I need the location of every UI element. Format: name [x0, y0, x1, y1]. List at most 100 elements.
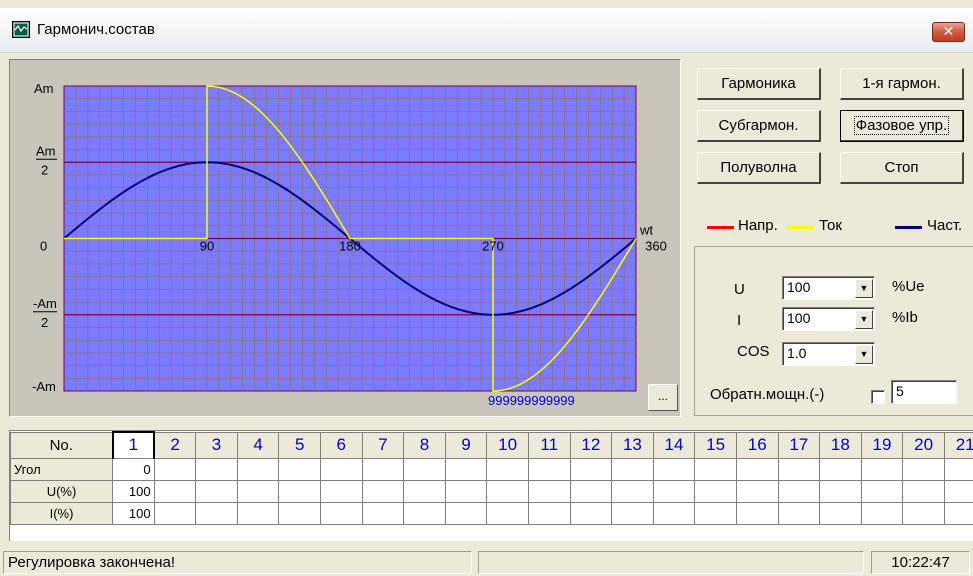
harmonic-column-header[interactable]: 1 [111, 431, 156, 459]
harmonic-column-header[interactable]: 18 [819, 431, 862, 459]
grid-cell[interactable] [195, 457, 238, 481]
grid-cell[interactable] [195, 501, 238, 525]
grid-cell[interactable] [943, 479, 973, 503]
grid-cell[interactable] [319, 457, 363, 481]
grid-cell[interactable] [527, 479, 571, 503]
grid-cell[interactable] [819, 479, 862, 503]
grid-cell[interactable] [527, 457, 571, 481]
grid-cell[interactable]: 0 [112, 457, 155, 481]
grid-cell[interactable] [236, 501, 280, 525]
grid-cell[interactable] [486, 457, 529, 481]
grid-cell[interactable] [153, 501, 197, 525]
grid-cell[interactable] [278, 479, 321, 503]
grid-cell[interactable] [319, 501, 363, 525]
grid-cell[interactable] [652, 457, 696, 481]
grid-cell[interactable] [486, 501, 529, 525]
grid-cell[interactable] [735, 457, 779, 481]
grid-cell[interactable] [652, 479, 696, 503]
cos-select[interactable]: 1.0 ▼ [782, 342, 875, 366]
grid-cell[interactable] [569, 457, 613, 481]
grid-cell[interactable] [694, 457, 737, 481]
grid-cell[interactable] [611, 501, 654, 525]
grid-cell[interactable] [694, 501, 737, 525]
harmonic-column-header[interactable]: 20 [902, 431, 945, 459]
grid-cell[interactable] [860, 457, 904, 481]
chevron-down-icon[interactable]: ▼ [855, 310, 873, 329]
close-button[interactable]: ✕ [932, 22, 965, 42]
chevron-down-icon[interactable]: ▼ [855, 345, 873, 364]
grid-cell[interactable]: 100 [112, 479, 155, 503]
grid-cell[interactable] [195, 479, 238, 503]
harmonic-column-header[interactable]: 2 [153, 431, 197, 459]
harmonics-grid[interactable]: No. 1 2 3 4 5 6 7 8 9 10 11 12 13 14 15 16 17 18 19 20 21 Угол… [9, 430, 973, 541]
grid-cell[interactable] [361, 501, 405, 525]
u-select[interactable]: 100 ▼ [782, 276, 875, 300]
harmonic-column-header[interactable]: 19 [860, 431, 904, 459]
harmonic-column-header[interactable]: 17 [777, 431, 821, 459]
harmonic-column-header[interactable]: 13 [611, 431, 654, 459]
grid-cell[interactable] [361, 457, 405, 481]
chevron-down-icon[interactable]: ▼ [855, 279, 873, 298]
harmonic-column-header[interactable]: 9 [444, 431, 488, 459]
grid-cell[interactable] [569, 501, 613, 525]
subharmonic-button[interactable]: Субгармон. [697, 110, 821, 142]
grid-cell[interactable]: 100 [112, 501, 155, 525]
grid-cell[interactable] [735, 501, 779, 525]
grid-cell[interactable] [735, 479, 779, 503]
grid-cell[interactable] [403, 479, 446, 503]
grid-cell[interactable] [819, 457, 862, 481]
grid-cell[interactable] [694, 479, 737, 503]
grid-cell[interactable] [611, 479, 654, 503]
number-input[interactable]: 5 [891, 380, 957, 404]
harmonic-column-header[interactable]: 15 [694, 431, 737, 459]
grid-cell[interactable] [819, 501, 862, 525]
grid-cell[interactable] [278, 457, 321, 481]
grid-cell[interactable] [486, 479, 529, 503]
grid-cell[interactable] [860, 479, 904, 503]
grid-cell[interactable] [943, 457, 973, 481]
harmonic-column-header[interactable]: 21 [943, 431, 973, 459]
phase-control-button[interactable]: Фазовое упр. [840, 110, 964, 142]
first-harmonic-button[interactable]: 1-я гармон. [840, 68, 964, 100]
harmonic-column-header[interactable]: 10 [486, 431, 529, 459]
more-button[interactable]: ... [648, 384, 678, 411]
grid-cell[interactable] [902, 501, 945, 525]
half-wave-button[interactable]: Полуволна [697, 152, 821, 184]
harmonic-button[interactable]: Гармоника [697, 68, 821, 100]
grid-cell[interactable] [278, 501, 321, 525]
harmonic-column-header[interactable]: 12 [569, 431, 613, 459]
grid-cell[interactable] [403, 501, 446, 525]
grid-cell[interactable] [527, 501, 571, 525]
harmonic-column-header[interactable]: 6 [319, 431, 363, 459]
grid-cell[interactable] [902, 479, 945, 503]
grid-cell[interactable] [444, 479, 488, 503]
grid-cell[interactable] [569, 479, 613, 503]
grid-cell[interactable] [777, 457, 821, 481]
grid-cell[interactable] [403, 457, 446, 481]
harmonic-column-header[interactable]: 11 [527, 431, 571, 459]
harmonic-column-header[interactable]: 7 [361, 431, 405, 459]
i-select[interactable]: 100 ▼ [782, 307, 875, 331]
grid-cell[interactable] [361, 479, 405, 503]
stop-button[interactable]: Стоп [840, 152, 964, 184]
grid-cell[interactable] [236, 457, 280, 481]
grid-cell[interactable] [319, 479, 363, 503]
reverse-power-checkbox[interactable] [871, 390, 885, 404]
grid-cell[interactable] [777, 479, 821, 503]
grid-cell[interactable] [153, 457, 197, 481]
grid-cell[interactable] [236, 479, 280, 503]
harmonic-column-header[interactable]: 14 [652, 431, 696, 459]
grid-cell[interactable] [777, 501, 821, 525]
harmonic-column-header[interactable]: 3 [195, 431, 238, 459]
grid-cell[interactable] [611, 457, 654, 481]
grid-cell[interactable] [943, 501, 973, 525]
grid-cell[interactable] [153, 479, 197, 503]
grid-cell[interactable] [860, 501, 904, 525]
grid-cell[interactable] [902, 457, 945, 481]
harmonic-column-header[interactable]: 5 [278, 431, 321, 459]
harmonic-column-header[interactable]: 16 [735, 431, 779, 459]
harmonic-column-header[interactable]: 4 [236, 431, 280, 459]
grid-cell[interactable] [444, 501, 488, 525]
harmonic-column-header[interactable]: 8 [403, 431, 446, 459]
grid-cell[interactable] [444, 457, 488, 481]
